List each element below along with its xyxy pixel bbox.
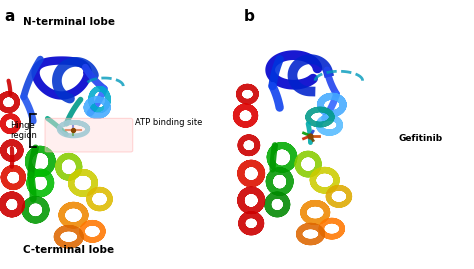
Point (70, 128, 77, 133)
FancyBboxPatch shape (45, 118, 133, 152)
Text: C-terminal lobe: C-terminal lobe (23, 245, 114, 255)
Text: region: region (10, 131, 37, 140)
Point (307, 134, 314, 138)
Text: N-terminal lobe: N-terminal lobe (23, 17, 115, 27)
Text: b: b (244, 9, 255, 24)
Text: ATP binding site: ATP binding site (135, 118, 202, 127)
Text: a: a (5, 9, 15, 24)
Text: Hinge: Hinge (10, 121, 35, 130)
Text: Gefitinib: Gefitinib (398, 134, 442, 143)
